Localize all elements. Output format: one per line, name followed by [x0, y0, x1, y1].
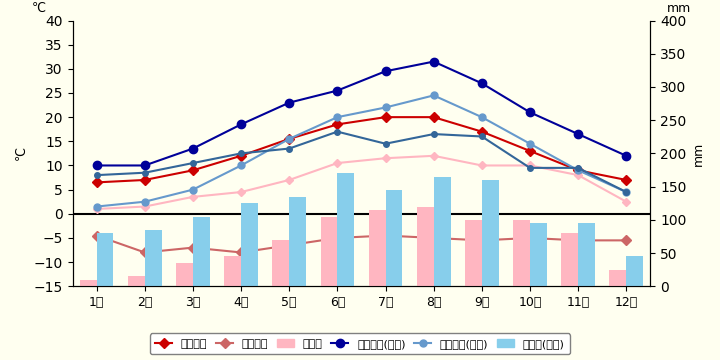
Text: mm: mm: [667, 2, 690, 15]
Bar: [465, 220, 482, 286]
Bar: [513, 220, 530, 286]
Y-axis label: ℃: ℃: [15, 147, 28, 161]
Bar: [562, 233, 578, 286]
Bar: [578, 223, 595, 286]
Bar: [482, 180, 499, 286]
Y-axis label: mm: mm: [692, 141, 705, 166]
Bar: [385, 190, 402, 286]
Bar: [433, 177, 451, 286]
Bar: [128, 276, 145, 286]
Bar: [369, 210, 385, 286]
Bar: [176, 263, 193, 286]
Bar: [96, 233, 114, 286]
Bar: [145, 230, 161, 286]
Bar: [626, 256, 643, 286]
Bar: [241, 203, 258, 286]
Bar: [338, 173, 354, 286]
Bar: [193, 216, 210, 286]
Legend: 最高気温, 最低気温, 降水量, 最高気温(東京), 最低気温(東京), 降水量(東京): 最高気温, 最低気温, 降水量, 最高気温(東京), 最低気温(東京), 降水量…: [150, 333, 570, 355]
Bar: [417, 207, 433, 286]
Bar: [80, 280, 96, 286]
Bar: [272, 240, 289, 286]
Bar: [609, 270, 626, 286]
Text: ℃: ℃: [32, 2, 46, 15]
Bar: [289, 197, 306, 286]
Bar: [320, 216, 338, 286]
Bar: [224, 256, 241, 286]
Bar: [530, 223, 546, 286]
